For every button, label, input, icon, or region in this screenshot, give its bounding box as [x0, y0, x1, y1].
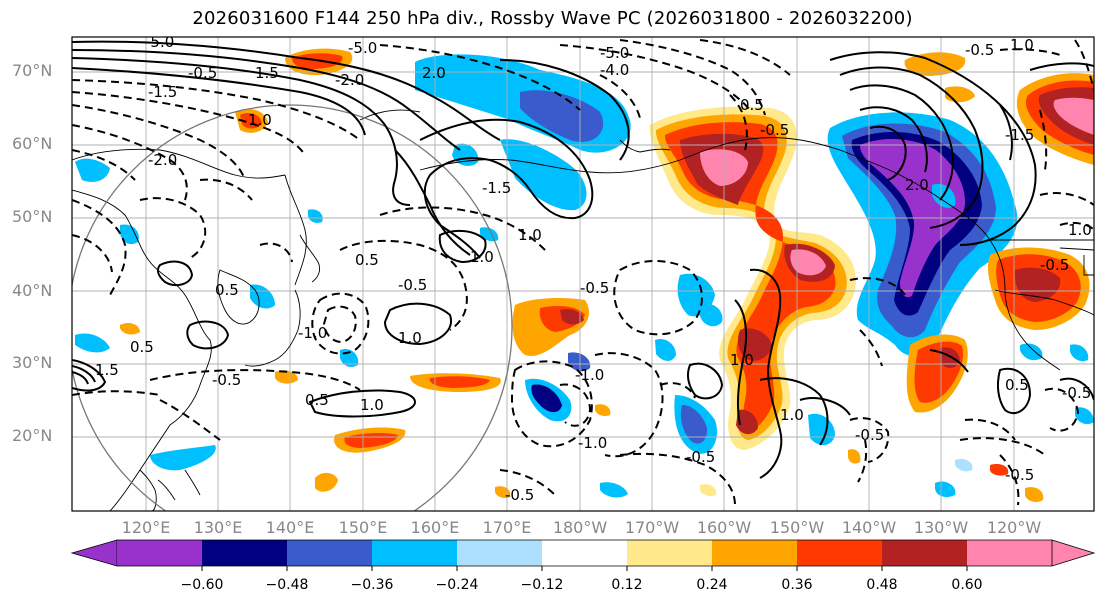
contour-label: -0.5	[1040, 256, 1069, 274]
lat-label-20n: 20°N	[12, 426, 53, 445]
contour-label: -1.0	[578, 434, 607, 452]
contour-label: -0.5	[855, 426, 884, 444]
contour-label: 1.0	[470, 248, 494, 266]
colorbar-bin	[457, 540, 542, 566]
contour-label: -1.5	[148, 83, 177, 101]
lon-label-160e: 160°E	[410, 518, 460, 537]
colorbar-tick-label: −0.60	[181, 577, 224, 593]
contour-label: 1.0	[398, 329, 422, 347]
contour-label: 0.5	[740, 96, 764, 114]
contour-label: 0.5	[355, 251, 379, 269]
contour-label: -0.5	[760, 121, 789, 139]
contour-label: 1.5	[255, 64, 279, 82]
colorbar-bin	[882, 540, 967, 566]
contour-label: 2.0	[905, 176, 929, 194]
contour-lines-negative	[72, 39, 1094, 506]
contour-label: -0.5	[1062, 384, 1091, 402]
contour-label: 0.5	[215, 281, 239, 299]
contour-label: -5.0	[600, 44, 629, 62]
colorbar-bin	[372, 540, 457, 566]
contour-label: 0.5	[305, 391, 329, 409]
contour-label: 1.0	[730, 351, 754, 369]
contour-label: -0.5	[965, 41, 994, 59]
lon-label-180w: 180°W	[552, 518, 608, 537]
contour-lines-positive	[72, 40, 1094, 479]
contour-label: 1.0	[248, 111, 272, 129]
contour-label: -0.5	[1005, 466, 1034, 484]
colorbar-bin	[117, 540, 202, 566]
divergence-positive-shading	[120, 48, 1094, 503]
contour-label: -5.0	[145, 33, 174, 51]
colorbar-tick-label: −0.12	[521, 577, 564, 593]
lon-label-140e: 140°E	[265, 518, 315, 537]
contour-label: -2.0	[148, 151, 177, 169]
colorbar-tick-label: 0.36	[781, 577, 812, 593]
colorbar-tick-label: 0.12	[611, 577, 642, 593]
coastlines	[72, 109, 1094, 511]
lon-label-150e: 150°E	[338, 518, 388, 537]
colorbar-tick-label: 0.48	[866, 577, 897, 593]
colorbar-tick-label: 0.24	[696, 577, 727, 593]
contour-label: -4.0	[600, 61, 629, 79]
contour-labels: -5.0 -5.0 -5.0 -4.0 -2.0 -1.5 -0.5 1.5 -…	[95, 33, 1092, 504]
graticule	[72, 37, 1094, 511]
contour-label: 1.0	[1068, 221, 1092, 239]
colorbar-bin	[712, 540, 797, 566]
contour-label: -0.5	[212, 371, 241, 389]
lon-label-120e: 120°E	[121, 518, 171, 537]
contour-label: -1.5	[482, 179, 511, 197]
lon-label-140w: 140°W	[841, 518, 897, 537]
lat-label-40n: 40°N	[12, 281, 53, 300]
colorbar-tick-label: −0.48	[266, 577, 309, 593]
contour-label: -1.0	[575, 366, 604, 384]
lon-label-170e: 170°E	[482, 518, 532, 537]
lon-label-130e: 130°E	[193, 518, 243, 537]
lat-label-30n: 30°N	[12, 353, 53, 372]
contour-label: -1.5	[1005, 126, 1034, 144]
colorbar-bin	[967, 540, 1052, 566]
lon-label-170w: 170°W	[624, 518, 680, 537]
contour-label: -2.0	[335, 71, 364, 89]
contour-label: 1.0	[360, 396, 384, 414]
contour-label: 0.5	[130, 338, 154, 356]
contour-label: -5.0	[348, 39, 377, 57]
contour-label: 1.0	[780, 406, 804, 424]
contour-label: -0.5	[398, 276, 427, 294]
colorbar-tick-label: −0.36	[351, 577, 394, 593]
colorbar-bin	[797, 540, 882, 566]
colorbar-bin	[202, 540, 287, 566]
lon-label-120w: 120°W	[986, 518, 1042, 537]
contour-label: 1.0	[518, 226, 542, 244]
contour-label: 2.0	[422, 64, 446, 82]
lon-label-160w: 160°W	[696, 518, 752, 537]
lon-label-150w: 150°W	[769, 518, 825, 537]
colorbar-bin	[287, 540, 372, 566]
contour-label: -0.5	[188, 64, 217, 82]
reference-circle	[72, 104, 513, 511]
colorbar: −0.60 −0.48 −0.36 −0.24 −0.12 0.12 0.24 …	[70, 539, 1096, 593]
contour-label: 0.5	[1005, 376, 1029, 394]
colorbar-extend-low	[70, 539, 118, 567]
lat-label-70n: 70°N	[12, 61, 53, 80]
contour-label: -0.5	[580, 279, 609, 297]
colorbar-extend-high	[1051, 539, 1096, 567]
lon-label-130w: 130°W	[913, 518, 969, 537]
colorbar-bin	[542, 540, 627, 566]
contour-label: 1.0	[1010, 36, 1034, 54]
contour-label: -0.5	[505, 486, 534, 504]
contour-label: -0.5	[686, 448, 715, 466]
lat-label-60n: 60°N	[12, 134, 53, 153]
divergence-negative-shading	[75, 54, 1094, 498]
contour-label: -1.0	[298, 324, 327, 342]
contour-label: 1.5	[95, 361, 119, 379]
colorbar-tick-label: 0.60	[951, 577, 982, 593]
lat-label-50n: 50°N	[12, 207, 53, 226]
map-title: 2026031600 F144 250 hPa div., Rossby Wav…	[192, 8, 913, 29]
colorbar-bin	[627, 540, 712, 566]
colorbar-tick-label: −0.24	[436, 577, 479, 593]
